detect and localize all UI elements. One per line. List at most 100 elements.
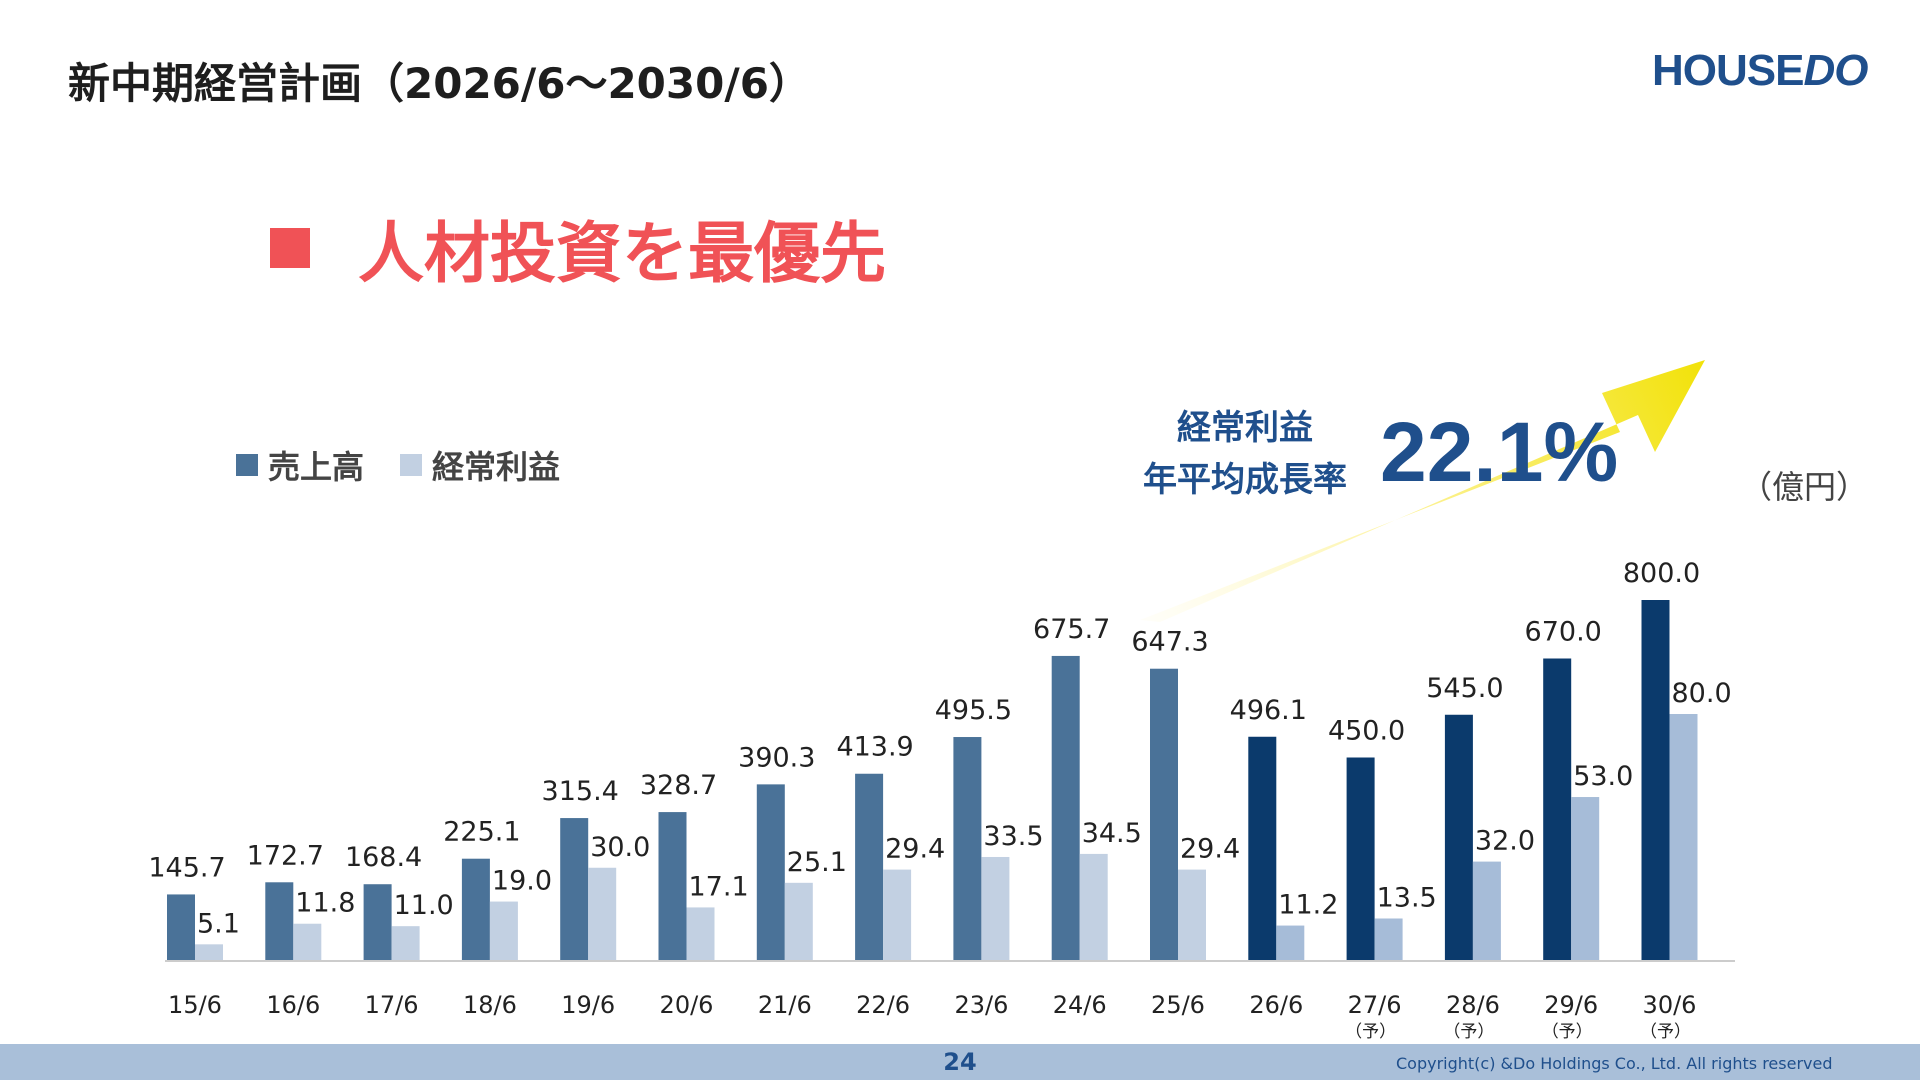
x-tick-26-6: 26/6 (1249, 991, 1303, 1019)
label-sales-28-6: 545.0 (1426, 673, 1503, 704)
x-tick-21-6: 21/6 (758, 991, 812, 1019)
legend-swatch-profit (400, 454, 423, 476)
bar-profit-29-6 (1571, 797, 1600, 960)
x-tick-note-29-6: （予） (1542, 1022, 1593, 1042)
bar-profit-24-6 (1079, 853, 1108, 960)
label-profit-19-6: 30.0 (590, 832, 650, 863)
x-tick-25-6: 25/6 (1151, 991, 1205, 1019)
x-tick-16-6: 16/6 (266, 991, 320, 1019)
legend-item-profit: 経常利益 (400, 442, 560, 488)
growth-arrow-icon (1140, 360, 1705, 622)
logo-accent-text: DO (1803, 46, 1868, 95)
bar-profit-21-6 (784, 882, 813, 960)
bar-profit-20-6 (686, 907, 715, 960)
legend-item-sales: 売上高 (236, 442, 364, 488)
page-number: 24 (943, 1048, 977, 1076)
label-profit-18-6: 19.0 (492, 866, 552, 897)
label-profit-29-6: 53.0 (1573, 761, 1633, 792)
label-sales-22-6: 413.9 (836, 732, 913, 763)
legend-label-sales: 売上高 (268, 448, 365, 486)
bar-profit-26-6 (1276, 925, 1305, 960)
label-profit-28-6: 32.0 (1475, 826, 1535, 857)
label-sales-27-6: 450.0 (1328, 716, 1405, 747)
logo-main-text: HOUSE (1652, 46, 1804, 95)
label-profit-27-6: 13.5 (1377, 882, 1437, 913)
x-tick-20-6: 20/6 (660, 991, 714, 1019)
bar-sales-24-6 (1051, 655, 1080, 960)
housedo-logo: HOUSEDO (1652, 46, 1868, 96)
x-tick-28-6: 28/6 (1446, 991, 1500, 1019)
label-profit-25-6: 29.4 (1180, 834, 1240, 865)
x-tick-24-6: 24/6 (1053, 991, 1107, 1019)
label-sales-23-6: 495.5 (935, 695, 1012, 726)
bar-sales-25-6 (1150, 668, 1178, 960)
bar-sales-18-6 (461, 858, 490, 960)
bar-profit-15-6 (195, 944, 223, 960)
bar-sales-29-6 (1543, 658, 1572, 960)
label-profit-20-6: 17.1 (689, 871, 749, 902)
cagr-label-line1: 経常利益 (1177, 408, 1313, 448)
bar-profit-27-6 (1374, 918, 1403, 960)
label-sales-16-6: 172.7 (247, 840, 324, 871)
label-profit-15-6: 5.1 (197, 908, 240, 939)
x-tick-22-6: 22/6 (856, 991, 910, 1019)
x-tick-29-6: 29/6 (1544, 991, 1598, 1019)
bar-profit-22-6 (883, 869, 912, 960)
x-tick-17-6: 17/6 (365, 991, 419, 1019)
bar-sales-28-6 (1444, 714, 1473, 960)
x-tick-23-6: 23/6 (954, 991, 1008, 1019)
cagr-value: 22.1% (1380, 405, 1619, 499)
bar-profit-18-6 (489, 901, 518, 960)
label-sales-30-6: 800.0 (1623, 558, 1700, 589)
bar-profit-25-6 (1178, 869, 1206, 960)
revenue-profit-bar-chart: 145.7 5.1 15/6 172.7 11.8 16/6 168.4 11.0 17/6 22… (148, 360, 1735, 1042)
label-sales-19-6: 315.4 (542, 776, 619, 807)
label-sales-24-6: 675.7 (1033, 614, 1110, 645)
x-tick-15-6: 15/6 (168, 991, 222, 1019)
x-tick-19-6: 19/6 (561, 991, 615, 1019)
headline-text: 人材投資を最優先 (358, 215, 886, 292)
bar-sales-16-6 (265, 882, 294, 960)
bar-sales-26-6 (1248, 736, 1277, 960)
x-tick-note-28-6: （予） (1443, 1022, 1494, 1042)
copyright-text: Copyright(c) &Do Holdings Co., Ltd. All … (1396, 1054, 1833, 1073)
label-sales-20-6: 328.7 (640, 770, 717, 801)
label-sales-29-6: 670.0 (1525, 617, 1602, 648)
slide-title: 新中期経営計画（2026/6〜2030/6） (68, 59, 811, 108)
bar-profit-30-6 (1669, 714, 1698, 960)
bar-sales-20-6 (658, 812, 687, 960)
square-bullet-icon (270, 228, 310, 268)
bar-sales-21-6 (756, 784, 785, 960)
bar-profit-28-6 (1472, 861, 1501, 960)
label-profit-16-6: 11.8 (295, 888, 355, 919)
legend-swatch-sales (236, 454, 258, 476)
bar-sales-27-6 (1346, 757, 1375, 960)
bar-profit-17-6 (391, 926, 420, 960)
bar-profit-19-6 (588, 867, 617, 960)
legend-label-profit: 経常利益 (432, 448, 561, 486)
chart-legend: 売上高 経常利益 (236, 442, 596, 488)
x-tick-note-27-6: （予） (1345, 1022, 1396, 1042)
label-profit-24-6: 34.5 (1082, 818, 1142, 849)
cagr-label-line2: 年平均成長率 (1143, 460, 1347, 500)
x-tick-27-6: 27/6 (1348, 991, 1402, 1019)
unit-label: （億円） (1740, 468, 1869, 506)
bar-sales-23-6 (953, 737, 982, 960)
bar-sales-30-6 (1641, 600, 1670, 960)
bar-sales-15-6 (167, 894, 195, 960)
label-profit-17-6: 11.0 (394, 890, 454, 921)
footer-bar: 24 Copyright(c) &Do Holdings Co., Ltd. A… (0, 1044, 1920, 1080)
label-sales-18-6: 225.1 (443, 817, 520, 848)
label-sales-17-6: 168.4 (345, 842, 422, 873)
label-sales-21-6: 390.3 (738, 742, 815, 773)
label-profit-22-6: 29.4 (885, 834, 945, 865)
bar-sales-22-6 (855, 773, 884, 960)
x-tick-note-30-6: （予） (1640, 1022, 1691, 1042)
bar-profit-23-6 (981, 856, 1010, 960)
label-profit-30-6: 80.0 (1672, 678, 1732, 709)
x-tick-18-6: 18/6 (463, 991, 517, 1019)
label-sales-26-6: 496.1 (1230, 695, 1307, 726)
bar-sales-19-6 (560, 818, 589, 960)
cagr-label: 経常利益 年平均成長率 (1120, 402, 1370, 506)
bar-profit-16-6 (293, 923, 322, 960)
